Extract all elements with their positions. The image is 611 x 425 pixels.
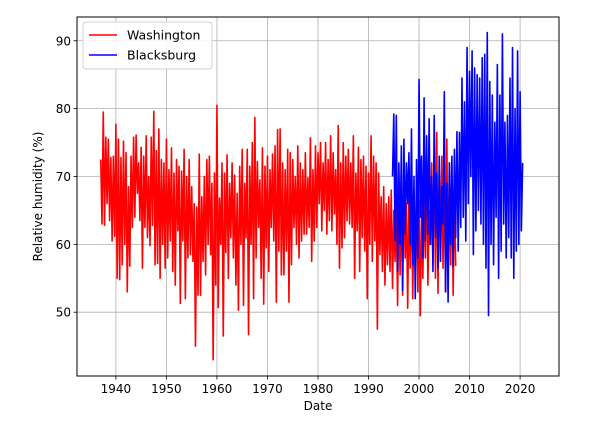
series-layer xyxy=(99,31,524,361)
y-tick-label: 50 xyxy=(56,306,71,320)
y-axis: 50 60 70 80 90 xyxy=(56,34,77,320)
y-tick-label: 70 xyxy=(56,170,71,184)
x-tick-label: 1950 xyxy=(151,382,182,396)
x-tick-label: 1990 xyxy=(353,382,384,396)
y-tick-label: 90 xyxy=(56,34,71,48)
y-axis-label: Relative humidity (%) xyxy=(31,132,45,262)
y-tick-label: 80 xyxy=(56,102,71,116)
legend-label-washington: Washington xyxy=(127,28,200,43)
x-tick-label: 1940 xyxy=(101,382,132,396)
x-tick-label: 2010 xyxy=(454,382,485,396)
y-tick-label: 60 xyxy=(56,238,71,252)
series-line-blacksburg xyxy=(391,31,524,317)
legend-box xyxy=(82,21,213,70)
x-tick-label: 1980 xyxy=(303,382,334,396)
x-tick-label: 1970 xyxy=(252,382,283,396)
legend: Washington Blacksburg xyxy=(82,21,213,70)
x-axis: 1940 1950 1960 1970 1980 1990 2000 2010 2020 xyxy=(101,376,536,396)
x-tick-label: 1960 xyxy=(202,382,233,396)
legend-label-blacksburg: Blacksburg xyxy=(127,48,196,63)
x-tick-label: 2020 xyxy=(505,382,536,396)
x-axis-label: Date xyxy=(304,399,333,413)
x-tick-label: 2000 xyxy=(404,382,435,396)
